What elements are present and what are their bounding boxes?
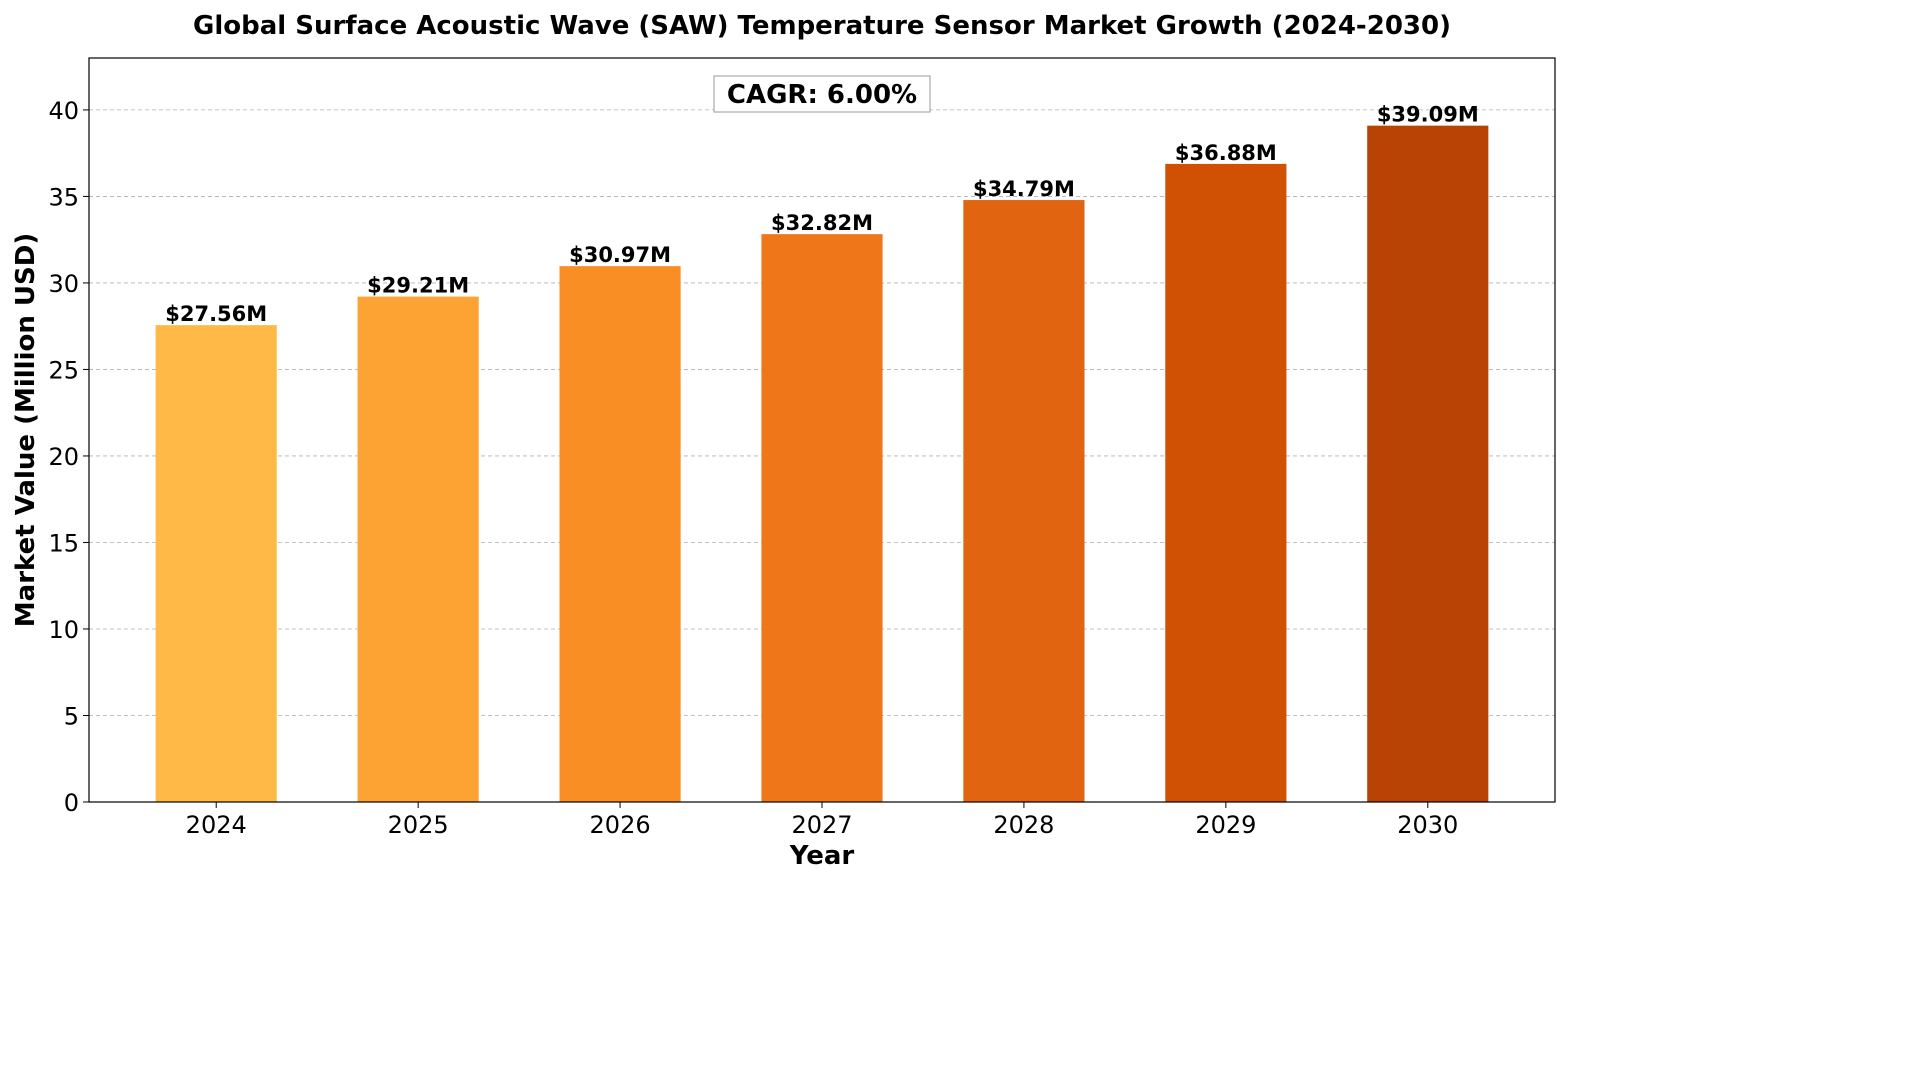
y-tick-label: 40 [48, 97, 79, 125]
bar-2029 [1165, 163, 1287, 802]
data-labels: $27.56M $29.21M $30.97M $32.82M $34.79M $36.8… [165, 103, 1479, 326]
x-tick-label: 2028 [993, 811, 1054, 839]
y-tick-label: 30 [48, 270, 79, 298]
y-tick-label: 5 [64, 702, 79, 730]
y-tick-label: 35 [48, 183, 79, 211]
bar-2030 [1367, 125, 1489, 802]
y-tick-label: 25 [48, 356, 79, 384]
bar-2025 [357, 296, 479, 802]
x-tick-label: 2025 [388, 811, 449, 839]
x-axis-label: Year [789, 841, 855, 871]
y-tick-label: 15 [48, 529, 79, 557]
x-tick-label: 2029 [1195, 811, 1256, 839]
y-tick-label: 10 [48, 616, 79, 644]
y-tick-label: 0 [64, 789, 79, 817]
x-axis: 2024 2025 2026 2027 2028 2029 2030 [186, 802, 1458, 839]
x-tick-label: 2024 [186, 811, 247, 839]
data-label: $32.82M [771, 211, 873, 235]
x-tick-label: 2026 [590, 811, 651, 839]
bar-2027 [761, 234, 883, 802]
data-label: $30.97M [569, 243, 671, 267]
x-tick-label: 2030 [1397, 811, 1458, 839]
bar-2028 [963, 200, 1085, 802]
bar-2024 [155, 325, 277, 802]
data-label: $39.09M [1377, 103, 1479, 127]
y-axis-label: Market Value (Million USD) [11, 233, 41, 627]
data-label: $29.21M [367, 274, 469, 298]
x-tick-label: 2027 [791, 811, 852, 839]
cagr-annotation: CAGR: 6.00% [713, 75, 931, 113]
data-label: $36.88M [1175, 141, 1277, 165]
bar-chart: Global Surface Acoustic Wave (SAW) Tempe… [11, 11, 1556, 871]
chart-title: Global Surface Acoustic Wave (SAW) Tempe… [193, 11, 1451, 41]
cagr-text: CAGR: 6.00% [727, 80, 917, 110]
data-label: $34.79M [973, 177, 1075, 201]
y-tick-label: 20 [48, 443, 79, 471]
bar-2026 [559, 266, 681, 802]
y-axis: 0 5 10 15 20 25 30 35 40 [48, 97, 89, 817]
bars [155, 125, 1489, 802]
data-label: $27.56M [165, 302, 267, 326]
grid-lines [89, 109, 1555, 716]
